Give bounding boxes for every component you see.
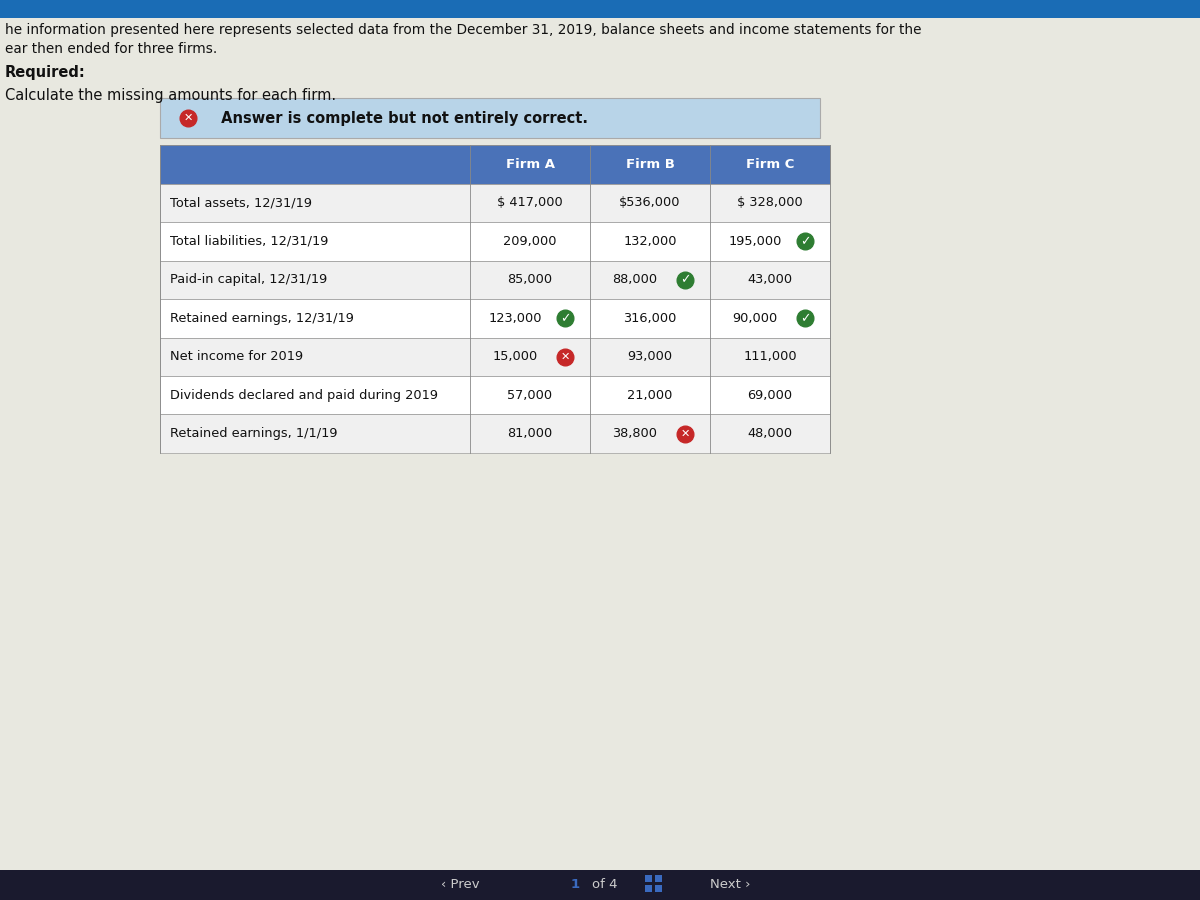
Text: ✓: ✓: [559, 311, 570, 325]
Text: $ 417,000: $ 417,000: [497, 196, 563, 210]
FancyBboxPatch shape: [646, 885, 652, 892]
FancyBboxPatch shape: [646, 875, 652, 882]
Text: 132,000: 132,000: [623, 235, 677, 248]
FancyBboxPatch shape: [655, 885, 662, 892]
FancyBboxPatch shape: [0, 0, 1200, 18]
Text: $536,000: $536,000: [619, 196, 680, 210]
Text: ✕: ✕: [560, 352, 570, 362]
Text: he information presented here represents selected data from the December 31, 201: he information presented here represents…: [5, 23, 922, 37]
Text: 209,000: 209,000: [503, 235, 557, 248]
Text: 85,000: 85,000: [508, 274, 552, 286]
Text: 90,000: 90,000: [732, 311, 778, 325]
Text: 15,000: 15,000: [492, 350, 538, 364]
Text: Total assets, 12/31/19: Total assets, 12/31/19: [170, 196, 312, 210]
Text: 57,000: 57,000: [508, 389, 552, 401]
Text: ✓: ✓: [799, 235, 810, 248]
Text: 195,000: 195,000: [728, 235, 781, 248]
Text: Dividends declared and paid during 2019: Dividends declared and paid during 2019: [170, 389, 438, 401]
Text: ✓: ✓: [799, 311, 810, 325]
Text: ‹ Prev: ‹ Prev: [440, 878, 479, 892]
Text: Net income for 2019: Net income for 2019: [170, 350, 304, 364]
Text: Retained earnings, 12/31/19: Retained earnings, 12/31/19: [170, 311, 354, 325]
FancyBboxPatch shape: [160, 98, 820, 138]
FancyBboxPatch shape: [160, 260, 830, 299]
Text: Paid-in capital, 12/31/19: Paid-in capital, 12/31/19: [170, 274, 328, 286]
Text: Firm C: Firm C: [746, 158, 794, 171]
Text: Firm B: Firm B: [625, 158, 674, 171]
Text: 48,000: 48,000: [748, 428, 792, 440]
Text: 38,800: 38,800: [612, 428, 658, 440]
Text: 93,000: 93,000: [628, 350, 672, 364]
Text: 88,000: 88,000: [612, 274, 658, 286]
FancyBboxPatch shape: [160, 222, 830, 260]
Text: 123,000: 123,000: [488, 311, 541, 325]
Text: 111,000: 111,000: [743, 350, 797, 364]
Text: 81,000: 81,000: [508, 428, 553, 440]
FancyBboxPatch shape: [160, 299, 830, 338]
Text: Next ›: Next ›: [709, 878, 750, 892]
Text: Total liabilities, 12/31/19: Total liabilities, 12/31/19: [170, 235, 329, 248]
Text: 1: 1: [570, 878, 580, 892]
Text: $ 328,000: $ 328,000: [737, 196, 803, 210]
Text: ear then ended for three firms.: ear then ended for three firms.: [5, 42, 217, 56]
Text: of 4: of 4: [593, 878, 618, 892]
FancyBboxPatch shape: [655, 875, 662, 882]
FancyBboxPatch shape: [160, 338, 830, 376]
FancyBboxPatch shape: [160, 415, 830, 453]
Text: 316,000: 316,000: [623, 311, 677, 325]
FancyBboxPatch shape: [160, 145, 830, 184]
Text: Answer is complete but not entirely correct.: Answer is complete but not entirely corr…: [216, 111, 588, 125]
Text: Calculate the missing amounts for each firm.: Calculate the missing amounts for each f…: [5, 88, 336, 103]
Text: Retained earnings, 1/1/19: Retained earnings, 1/1/19: [170, 428, 337, 440]
Text: Required:: Required:: [5, 65, 85, 80]
Text: 69,000: 69,000: [748, 389, 792, 401]
Text: ✕: ✕: [184, 113, 193, 123]
Text: ✕: ✕: [680, 428, 690, 438]
FancyBboxPatch shape: [0, 870, 1200, 900]
Text: 43,000: 43,000: [748, 274, 792, 286]
Text: ✓: ✓: [679, 274, 690, 286]
FancyBboxPatch shape: [160, 376, 830, 415]
Text: 21,000: 21,000: [628, 389, 673, 401]
Text: Firm A: Firm A: [505, 158, 554, 171]
FancyBboxPatch shape: [160, 184, 830, 222]
